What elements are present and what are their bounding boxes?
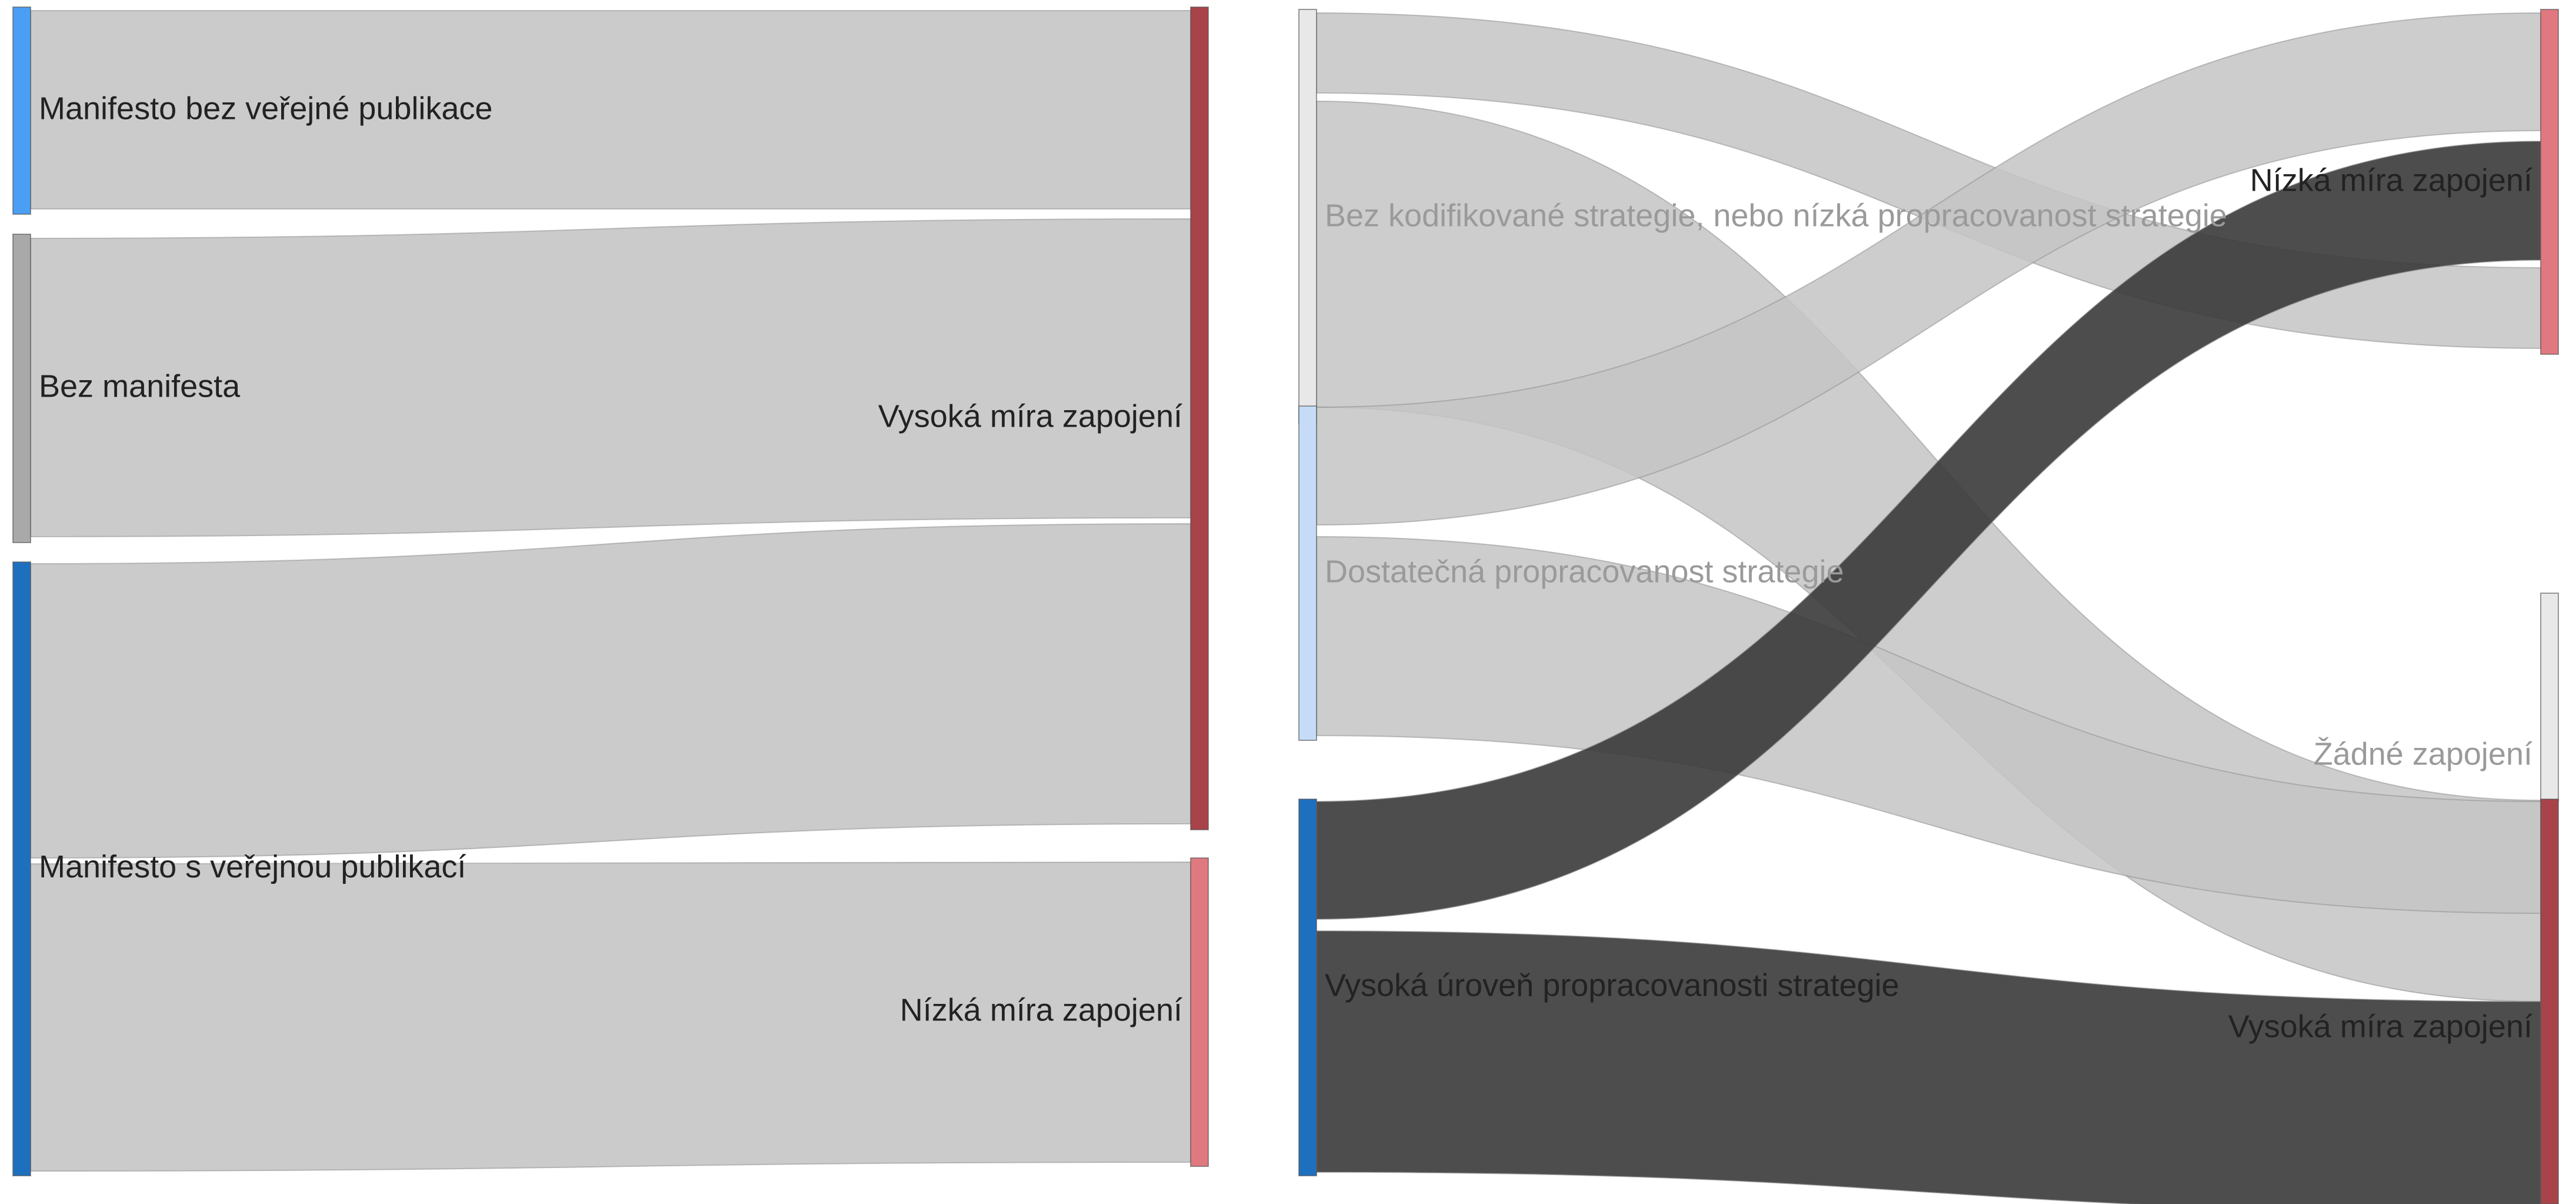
sankey-node-r_bez_kod <box>1298 9 1317 424</box>
sankey-node-label-l_bez_ver: Manifesto bez veřejné publikace <box>39 91 492 126</box>
right-sankey: Bez kodifikované strategie, nebo nízká p… <box>1298 9 2559 1204</box>
sankey-node-label-l_s_ver: Manifesto s veřejnou publikací <box>39 849 466 884</box>
sankey-node-label-r_vysoka: Vysoká míra zapojení <box>2228 1009 2532 1044</box>
sankey-node-label-r_bez_kod: Bez kodifikované strategie, nebo nízká p… <box>1325 198 2227 233</box>
sankey-node-label-l_bez_man: Bez manifesta <box>39 368 241 404</box>
sankey-node-label-l_vysoka: Vysoká míra zapojení <box>878 398 1182 434</box>
sankey-link-r_vysoka_ur-r_vysoka <box>1316 930 2541 1204</box>
sankey-node-r_vysoka_ur <box>1298 799 1317 1176</box>
sankey-node-label-l_nizka: Nízká míra zapojení <box>900 992 1182 1027</box>
sankey-node-l_vysoka <box>1190 6 1209 830</box>
sankey-node-label-r_nizka: Nízká míra zapojení <box>2250 162 2532 198</box>
left-sankey: Manifesto bez veřejné publikace Bez manif… <box>12 6 1209 1176</box>
sankey-node-l_bez_ver <box>12 6 31 215</box>
sankey-node-r_nizka <box>2540 9 2559 355</box>
sankey-node-l_s_ver <box>12 561 31 1176</box>
sankey-node-l_bez_man <box>12 234 31 543</box>
sankey-node-l_nizka <box>1190 857 1209 1167</box>
sankey-node-label-r_vysoka_ur: Vysoká úroveň propracovanosti strategie <box>1325 967 1899 1003</box>
sankey-link-l_s_ver-l_vysoka <box>30 523 1191 859</box>
sankey-node-r_vysoka <box>2540 799 2559 1204</box>
sankey-node-r_zadne <box>2540 593 2559 802</box>
sankey-node-r_dostat <box>1298 405 1317 741</box>
sankey-node-label-r_dostat: Dostatečná propracovanost strategie <box>1325 554 1844 589</box>
sankey-node-label-r_zadne: Žádné zapojení <box>2314 736 2532 771</box>
